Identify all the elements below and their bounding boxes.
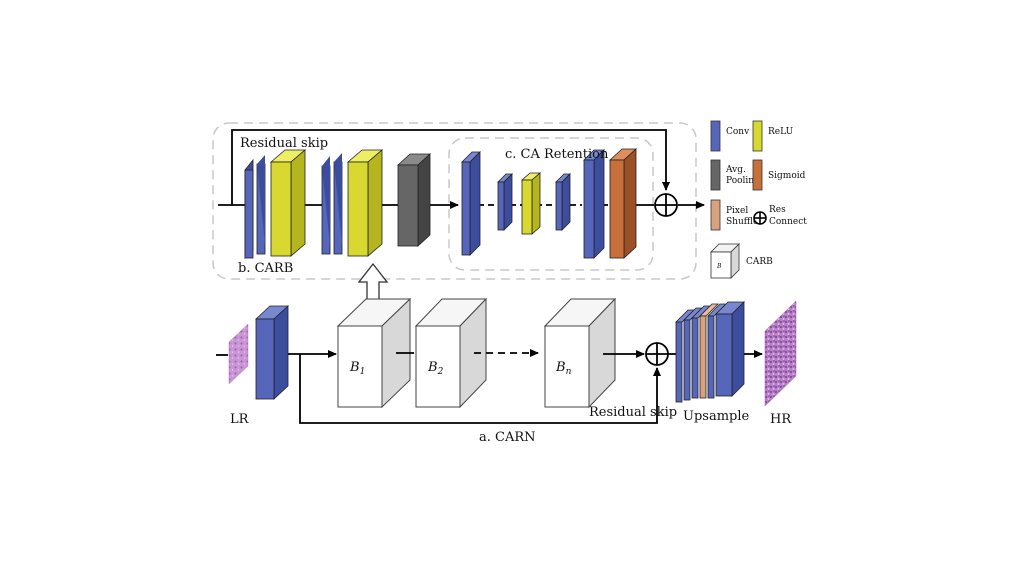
upsample-pixel-shuffle (699, 303, 719, 399)
carb-relu-1 (269, 149, 307, 257)
residual-skip-top-line (231, 129, 670, 205)
svg-text:Connect: Connect (769, 217, 807, 227)
legend-pixel-shuffle: Pixel Shuffle (710, 199, 758, 231)
carb-conv-3 (321, 156, 331, 255)
carn-label: a. CARN (479, 430, 536, 445)
svg-text:B: B (716, 263, 722, 270)
legend: Conv ReLU Avg. Pooling Sigmoid Pixel Shu… (710, 120, 807, 279)
ca-conv-4 (583, 149, 605, 259)
carb-conv-1 (244, 158, 254, 259)
svg-text:B1: B1 (349, 360, 365, 377)
legend-carb: B CARB (710, 243, 773, 279)
ca-conv-3 (555, 173, 571, 231)
carb-block-bn: Bn (543, 297, 617, 409)
upsample-conv-5 (715, 301, 745, 397)
hr-label: HR (770, 412, 792, 427)
ca-retention-panel (448, 137, 654, 271)
ca-relu (520, 172, 542, 235)
legend-conv: Conv (710, 120, 750, 152)
svg-text:Avg.: Avg. (725, 165, 746, 175)
svg-text:Pixel: Pixel (726, 206, 748, 216)
carb-panel (212, 122, 697, 280)
carn-residual-add-icon (645, 342, 669, 366)
svg-text:ReLU: ReLU (768, 127, 794, 137)
legend-avg-pooling: Avg. Pooling (710, 159, 760, 191)
residual-skip-top-label: Residual skip (240, 136, 328, 151)
lr-label: LR (230, 412, 250, 427)
legend-relu: ReLU (752, 120, 794, 152)
carb-relu-2 (346, 149, 384, 257)
res-connect-icon (753, 211, 767, 225)
legend-res-connect: Res Connect (753, 205, 807, 227)
carb-block-b2: B2 (414, 297, 488, 409)
ca-sigmoid (608, 148, 638, 259)
upsample-label: Upsample (683, 409, 750, 424)
legend-sigmoid: Sigmoid (752, 159, 806, 191)
carn-first-conv (254, 305, 290, 400)
svg-text:Bn: Bn (555, 360, 572, 377)
ca-conv-2 (497, 173, 513, 231)
lr-image (228, 323, 249, 385)
ca-conv-1 (461, 151, 481, 256)
carb-block-icon: B (710, 243, 740, 279)
svg-text:Shuffle: Shuffle (726, 217, 758, 227)
carb-label: b. CARB (238, 261, 293, 276)
residual-skip-bottom-line (299, 354, 661, 424)
svg-text:Res: Res (769, 205, 786, 215)
svg-text:Conv: Conv (726, 127, 750, 137)
svg-text:Sigmoid: Sigmoid (768, 171, 806, 181)
carb-conv-4 (333, 153, 343, 255)
ca-retention-label: c. CA Retention (505, 147, 609, 162)
svg-text:Pooling: Pooling (726, 176, 760, 186)
carb-avg-pooling (396, 153, 432, 247)
carb-residual-add-icon (654, 193, 678, 217)
upsample-stack (675, 301, 745, 403)
hr-image (764, 300, 797, 407)
residual-skip-bottom-label: Residual skip (589, 405, 677, 420)
svg-text:B2: B2 (427, 360, 444, 377)
carb-conv-2 (256, 155, 266, 255)
svg-text:CARB: CARB (746, 257, 773, 267)
